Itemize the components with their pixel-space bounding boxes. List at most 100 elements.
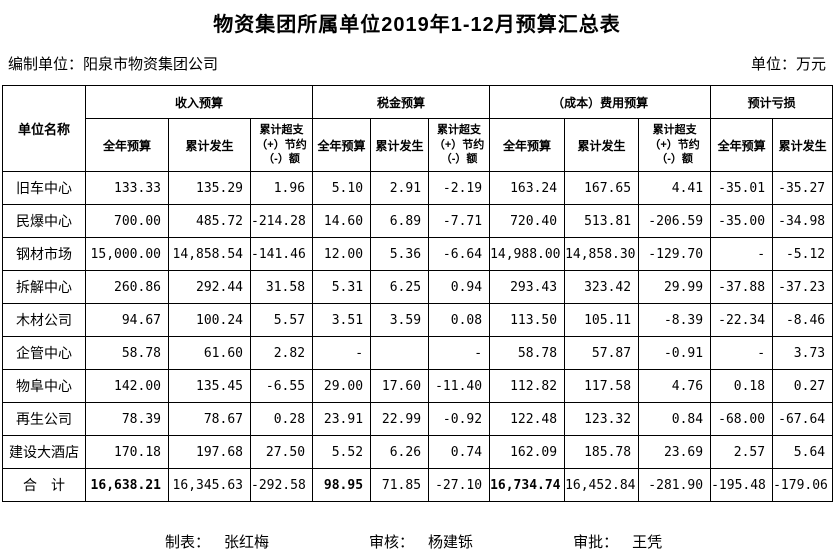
unit-name-cell: 木材公司	[2, 303, 86, 337]
value-cell: 292.44	[168, 270, 251, 304]
value-cell: 185.78	[564, 435, 640, 469]
value-cell: -179.06	[772, 468, 834, 502]
value-cell: 58.78	[85, 336, 169, 370]
corner-header-unit-name: 单位名称	[2, 85, 86, 172]
subheader-tax-cumulative: 累计发生	[370, 118, 430, 172]
group-header-cost-expense-budget: （成本）费用预算	[489, 85, 712, 119]
value-cell: 260.86	[85, 270, 169, 304]
value-cell: -	[710, 336, 774, 370]
value-cell: 58.78	[489, 336, 566, 370]
value-cell: -37.23	[772, 270, 834, 304]
value-cell: 4.41	[638, 171, 712, 205]
reviewer: 审核： 杨建铄	[369, 531, 473, 552]
value-cell: 14,858.54	[168, 237, 251, 271]
value-cell: 2.82	[249, 336, 314, 370]
value-cell: -37.88	[710, 270, 774, 304]
unit-label: 单位：万元	[750, 56, 826, 73]
unit-name-cell: 钢材市场	[2, 237, 86, 271]
table-row: 企管中心 58.78 61.60 2.82- -58.78 57.87 -0.91-3.73	[2, 336, 834, 370]
unit-name-cell: 拆解中心	[2, 270, 86, 304]
subheader-income-variance: 累计超支 （+）节约 （-）额	[249, 118, 314, 172]
value-cell: 61.60	[168, 336, 251, 370]
value-cell: 513.81	[564, 204, 640, 238]
value-cell: 0.84	[638, 402, 712, 436]
value-cell: -35.27	[772, 171, 834, 205]
value-cell: 5.52	[312, 435, 372, 469]
value-cell: 29.99	[638, 270, 712, 304]
unit-name-cell: 再生公司	[2, 402, 86, 436]
subheader-loss-annual: 全年预算	[710, 118, 774, 172]
table-row: 再生公司 78.39 78.67 0.28 23.91 22.99 -0.92 122.48 1…	[2, 402, 834, 436]
value-cell: -0.92	[428, 402, 491, 436]
unit-name-cell: 企管中心	[2, 336, 86, 370]
prepared-by: 编制单位：阳泉市物资集团公司	[8, 53, 218, 74]
value-cell: 5.31	[312, 270, 372, 304]
value-cell: 0.18	[710, 369, 774, 403]
value-cell: -206.59	[638, 204, 712, 238]
value-cell: -6.55	[249, 369, 314, 403]
value-cell: 98.95	[312, 468, 372, 502]
group-header-income-budget: 收入预算	[84, 85, 314, 119]
value-cell: 31.58	[249, 270, 314, 304]
table-row: 旧车中心 133.33 135.29 1.96 5.10 2.91 -2.19 163.24 1…	[2, 171, 834, 205]
prepared-by-value: 阳泉市物资集团公司	[83, 56, 219, 73]
approver-name: 王凭	[632, 534, 663, 551]
page-title: 物资集团所属单位2019年1-12月预算汇总表	[213, 14, 621, 36]
value-cell: 142.00	[85, 369, 169, 403]
value-cell: 2.91	[370, 171, 430, 205]
value-cell: 94.67	[85, 303, 169, 337]
value-cell: 105.11	[564, 303, 640, 337]
value-cell: 16,345.63	[168, 468, 251, 502]
unit-name-cell: 合 计	[2, 468, 86, 502]
value-cell: -281.90	[638, 468, 712, 502]
approver-label: 审批：	[573, 534, 619, 551]
subheader-income-annual: 全年预算	[85, 118, 169, 172]
value-cell: 0.08	[428, 303, 491, 337]
approver: 审批： 王凭	[573, 531, 662, 552]
value-cell: -6.64	[428, 237, 491, 271]
value-cell: -68.00	[710, 402, 774, 436]
value-cell: -	[312, 336, 372, 370]
value-cell: -214.28	[249, 204, 314, 238]
subheader-loss-cumulative: 累计发生	[772, 118, 834, 172]
table-row: 建设大酒店 170.18 197.68 27.50 5.52 6.26 0.74 162.09…	[2, 435, 834, 469]
value-cell: 0.27	[772, 369, 834, 403]
subheader-cost-annual: 全年预算	[489, 118, 566, 172]
value-cell: 117.58	[564, 369, 640, 403]
value-cell: 293.43	[489, 270, 566, 304]
value-cell: -	[428, 336, 491, 370]
value-cell: 167.65	[564, 171, 640, 205]
group-header-row: 单位名称 收入预算 税金预算 （成本）费用预算 预计亏损	[2, 85, 834, 172]
value-cell: 170.18	[85, 435, 169, 469]
value-cell: 29.00	[312, 369, 372, 403]
value-cell: 0.28	[249, 402, 314, 436]
preparer: 制表： 张红梅	[165, 531, 269, 552]
value-cell: -67.64	[772, 402, 834, 436]
value-cell: -129.70	[638, 237, 712, 271]
value-cell: 720.40	[489, 204, 566, 238]
prepared-by-label: 编制单位：	[8, 56, 84, 73]
value-cell: 5.64	[772, 435, 834, 469]
value-cell: 4.76	[638, 369, 712, 403]
value-cell: 162.09	[489, 435, 566, 469]
value-cell: 15,000.00	[85, 237, 169, 271]
value-cell: 78.67	[168, 402, 251, 436]
subheader-tax-annual: 全年预算	[312, 118, 372, 172]
value-cell: 5.36	[370, 237, 430, 271]
total-row: 合 计 16,638.21 16,345.63 -292.58 98.95 71.85 -2…	[2, 468, 834, 502]
value-cell: 14,858.30	[564, 237, 640, 271]
value-cell: 71.85	[370, 468, 430, 502]
value-cell: 323.42	[564, 270, 640, 304]
unit-name-cell: 建设大酒店	[2, 435, 86, 469]
value-cell: 2.57	[710, 435, 774, 469]
value-cell: 12.00	[312, 237, 372, 271]
value-cell: 22.99	[370, 402, 430, 436]
value-cell: 100.24	[168, 303, 251, 337]
unit-name-cell: 物阜中心	[2, 369, 86, 403]
value-cell: 16,734.74	[489, 468, 566, 502]
value-cell: 14.60	[312, 204, 372, 238]
value-cell: 6.26	[370, 435, 430, 469]
subheader-cost-variance: 累计超支 （+）节约 （-）额	[638, 118, 712, 172]
value-cell: 14,988.00	[489, 237, 566, 271]
